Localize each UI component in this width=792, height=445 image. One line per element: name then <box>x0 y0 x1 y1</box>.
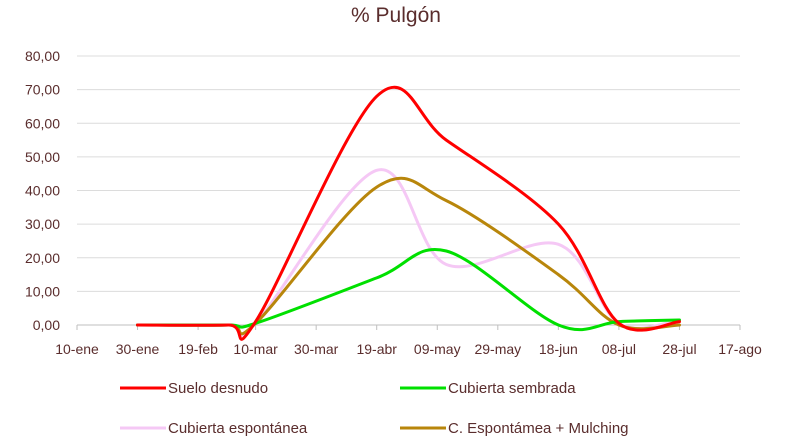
y-tick-label: 0,00 <box>33 317 60 333</box>
y-tick-label: 40,00 <box>25 183 60 199</box>
x-tick-label: 28-jul <box>662 341 696 357</box>
series-lines <box>136 85 681 341</box>
x-tick-label: 10-ene <box>55 341 99 357</box>
x-tick-label: 19-feb <box>178 341 218 357</box>
legend-label-cubierta-espont-nea: Cubierta espontánea <box>168 420 308 437</box>
x-tick-label: 30-mar <box>294 341 339 357</box>
y-tick-label: 60,00 <box>25 115 60 131</box>
x-tick-label: 29-may <box>474 341 521 357</box>
series-line-suelo-desnudo <box>136 85 681 341</box>
x-tick-label: 08-jul <box>602 341 636 357</box>
y-tick-label: 20,00 <box>25 250 60 266</box>
legend: Suelo desnudo Cubierta sembrada Cubierta e… <box>120 380 629 437</box>
x-tick-label: 30-ene <box>116 341 160 357</box>
x-tick-label: 19-abr <box>356 341 397 357</box>
x-tick-label: 17-ago <box>718 341 762 357</box>
legend-label-cubierta-sembrada: Cubierta sembrada <box>448 380 576 397</box>
legend-label-suelo-desnudo: Suelo desnudo <box>168 380 268 397</box>
gridlines <box>77 55 740 292</box>
y-tick-label: 30,00 <box>25 216 60 232</box>
y-tick-label: 10,00 <box>25 283 60 299</box>
chart-title: % Pulgón <box>351 4 441 27</box>
y-tick-label: 70,00 <box>25 82 60 98</box>
axes: 0,00 10,00 20,00 30,00 40,00 50,00 60,00 70,00 8… <box>25 48 762 357</box>
y-tick-label: 50,00 <box>25 149 60 165</box>
legend-label-c-espont-mea-mulching: C. Espontámea + Mulching <box>448 420 629 437</box>
x-tick-label: 09-may <box>414 341 461 357</box>
x-tick-label: 10-mar <box>233 341 278 357</box>
x-tick-label: 18-jun <box>539 341 578 357</box>
y-tick-label: 80,00 <box>25 48 60 64</box>
